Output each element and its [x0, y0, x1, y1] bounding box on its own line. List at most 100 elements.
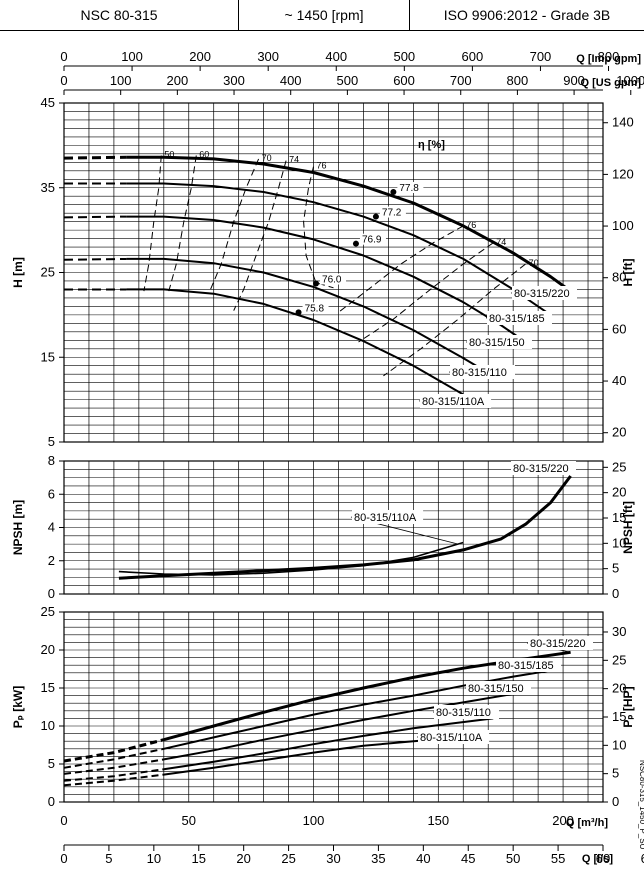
efficiency-contour — [143, 155, 162, 292]
y-tick-label: 10 — [41, 718, 55, 733]
imp-gpm-axis-title: Q [Imp gpm] — [576, 53, 641, 65]
label-bg — [528, 636, 593, 650]
label-bg — [496, 658, 561, 672]
m3h-tick-label: 50 — [182, 813, 196, 828]
plot-frame — [63, 611, 604, 803]
label-bg — [359, 233, 386, 245]
us-gpm-axis-title: Q [US gpm] — [581, 77, 642, 89]
us-gpm-tick-label: 600 — [393, 73, 415, 88]
head-curve-80-315/150 — [126, 215, 527, 343]
series-label: 80-315/185 — [489, 313, 545, 325]
y2-tick-label: 10 — [612, 737, 626, 752]
imp-gpm-tick-label: 700 — [530, 49, 552, 64]
us-gpm-tick-label: 700 — [450, 73, 472, 88]
label-bg — [450, 365, 515, 379]
power-dash — [63, 768, 164, 782]
y2-tick-label: 10 — [612, 535, 626, 550]
head-curve-80-315/110 — [126, 257, 494, 377]
head-curve-80-315/185 — [126, 182, 552, 316]
ls-tick-label: 65 — [641, 851, 644, 866]
y-tick-label: 6 — [48, 486, 55, 501]
y2-tick-label: 20 — [612, 485, 626, 500]
y-axis-title: H [m] — [11, 257, 25, 288]
efficiency-contour-label: 76 — [466, 220, 476, 230]
y2-tick-label: 80 — [612, 270, 626, 285]
m3h-tick-label: 150 — [427, 813, 449, 828]
ls-tick-label: 55 — [551, 851, 565, 866]
series-label: 80-315/220 — [513, 463, 569, 475]
power-dash — [63, 758, 164, 775]
y2-tick-label: 60 — [612, 321, 626, 336]
efficiency-contour-label: 60 — [199, 150, 209, 160]
imp-gpm-tick-label: 0 — [60, 49, 67, 64]
series-label: 80-315/110 — [452, 367, 507, 379]
y2-tick-label: 15 — [612, 709, 626, 724]
label-bg — [487, 311, 552, 325]
watermark: NSC80-315_1450_P_SU — [638, 760, 644, 850]
ls-axis-title: Q [l/s] — [582, 853, 614, 865]
y-tick-label: 5 — [48, 434, 55, 449]
label-bg — [320, 273, 347, 285]
efficiency-point-label: 75.8 — [305, 303, 325, 314]
label-bg — [302, 302, 329, 314]
y-tick-label: 25 — [41, 604, 55, 619]
y-tick-label: 15 — [41, 680, 55, 695]
y2-tick-label: 30 — [612, 624, 626, 639]
efficiency-contour-label: 70 — [529, 258, 539, 268]
y2-tick-label: 100 — [612, 218, 634, 233]
efficiency-contour — [303, 166, 334, 289]
us-gpm-tick-label: 800 — [507, 73, 529, 88]
head-curve-80-315/110A — [126, 288, 464, 396]
ls-tick-label: 40 — [416, 851, 430, 866]
grid-layer — [59, 65, 632, 851]
power-curve-80-315/150 — [163, 690, 526, 761]
us-gpm-tick-label: 500 — [337, 73, 359, 88]
y-tick-label: 15 — [41, 349, 55, 364]
us-gpm-tick-label: 1000 — [616, 73, 644, 88]
y-tick-label: 2 — [48, 553, 55, 568]
label-bg — [467, 335, 532, 349]
y2-tick-label: 20 — [612, 425, 626, 440]
y-tick-label: 0 — [48, 794, 55, 809]
y2-tick-label: 20 — [612, 681, 626, 696]
label-bg — [434, 705, 499, 719]
m3h-tick-label: 200 — [552, 813, 574, 828]
label-bg — [397, 181, 424, 193]
head-curve-80-315/220 — [126, 155, 572, 293]
y-tick-label: 8 — [48, 453, 55, 468]
us-gpm-tick-label: 200 — [167, 73, 189, 88]
shutoff-dash — [63, 257, 127, 261]
y2-tick-label: 25 — [612, 459, 626, 474]
efficiency-contour — [168, 155, 197, 292]
imp-gpm-tick-label: 400 — [325, 49, 347, 64]
y-tick-label: 35 — [41, 180, 55, 195]
y2-tick-label: 5 — [612, 561, 619, 576]
efficiency-point — [313, 280, 320, 287]
series-label: 80-315/220 — [514, 288, 570, 300]
efficiency-contour-label: 70 — [262, 153, 272, 163]
power-curve-80-315/110A — [163, 736, 464, 776]
efficiency-contour — [383, 263, 526, 377]
y2-axis-title: Pₚ [HP] — [621, 686, 635, 727]
us-gpm-tick-label: 0 — [60, 73, 67, 88]
label-bg — [511, 461, 576, 475]
label-bg — [466, 681, 531, 695]
power-curve-80-315/110 — [163, 717, 494, 771]
efficiency-point-label: 76.9 — [362, 235, 382, 246]
m3h-tick-label: 0 — [60, 813, 67, 828]
y2-tick-label: 120 — [612, 166, 634, 181]
efficiency-contour — [358, 242, 494, 343]
m3h-tick-label: 100 — [303, 813, 325, 828]
y2-tick-label: 0 — [612, 794, 619, 809]
efficiency-contour-label: 74 — [496, 237, 506, 247]
y2-tick-label: 5 — [612, 766, 619, 781]
chart-header: NSC 80-315 ~ 1450 [rpm] ISO 9906:2012 - … — [0, 0, 644, 31]
imp-gpm-tick-label: 200 — [189, 49, 211, 64]
efficiency-point-label: 77.8 — [399, 183, 419, 194]
y2-axis-title: H [ft] — [621, 259, 635, 287]
efficiency-point — [390, 188, 397, 195]
ls-tick-label: 0 — [60, 851, 67, 866]
pump-model: NSC 80-315 — [80, 7, 158, 23]
y2-tick-label: 0 — [612, 586, 619, 601]
